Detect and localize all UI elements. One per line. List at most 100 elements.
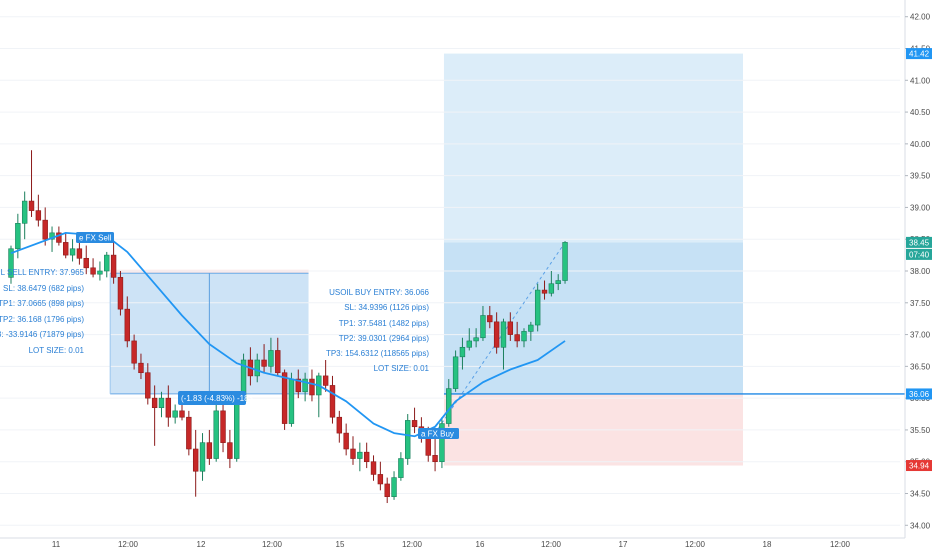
candle-body [145,372,151,399]
price-tick-label: 40.50 [910,108,931,117]
sell-sl-text: SL: 38.6479 (682 pips) [3,284,84,293]
price-tick-label: 34.50 [910,490,931,499]
candle-body [446,388,452,424]
price-tag-label: 07:40 [909,250,930,259]
candle-body [459,346,466,358]
buy-annotation-block: USOIL BUY ENTRY: 36.066 SL: 34.9396 (112… [326,288,430,373]
candle-body [391,477,397,497]
candle-body [227,442,233,459]
candle-body [357,451,363,459]
candle-body [384,483,390,497]
time-tick-label: 12:00 [685,540,706,549]
candle-body [192,448,199,472]
buy-trade-label-bg [418,428,459,439]
price-tick-label: 35.50 [910,426,931,435]
candle-body [521,331,527,342]
time-tick-label: 12:00 [402,540,423,549]
sell-trade-label-bg [76,232,114,243]
candle-body [76,248,83,259]
price-tag-label: 36.06 [909,390,930,399]
sell-tp3-text: TP3: -33.9146 (71879 pips) [0,330,84,339]
price-tag-label: 41.42 [909,50,930,59]
price-axis-bg [905,0,932,550]
candle-body [254,359,260,377]
sell-annotation-block: USOIL SELL ENTRY: 37.965 SL: 38.6479 (68… [0,268,85,355]
candle-body [295,378,301,393]
candle-body [309,378,315,396]
candle-body [452,356,459,389]
candle-body [350,448,356,459]
candle-body [131,340,137,364]
candle-body [329,385,336,418]
candle-body [534,289,541,326]
buy-sl-text: SL: 34.9396 (1126 pips) [344,303,429,312]
buy-entry-text: USOIL BUY ENTRY: 36.066 [329,288,429,297]
candle-body [124,308,130,342]
sell-lot-text: LOT SIZE: 0.01 [29,346,85,355]
buy-trade-label[interactable]: a FX Buy [418,428,459,439]
price-tick-label: 41.00 [910,76,931,85]
candle-body [56,232,62,243]
candle-body [117,277,124,310]
candle-body [405,420,411,459]
candle-body [220,410,226,443]
price-tag-bg [906,388,932,400]
candle-body [69,248,76,256]
candle-body [63,242,69,256]
sell-tp2-text: TP2: 36.168 (1796 pips) [0,315,84,324]
candle-body [322,375,329,386]
candlestick-series [8,150,568,504]
time-axis[interactable]: 11 12:00 12 12:00 15 12:00 16 12:00 17 12:00 18 12:… [0,537,932,550]
candle-body [425,435,431,456]
price-tick-label: 40.00 [910,140,931,149]
moving-average-series [10,231,566,438]
candle-body [507,321,514,335]
sell-trade-label-text: e FX Sell [79,234,112,243]
moving-average-line [10,231,566,438]
time-tick-label: 12:00 [118,540,139,549]
gridlines [0,16,900,526]
sell-trade-label[interactable]: e FX Sell [76,232,114,243]
buy-lot-text: LOT SIZE: 0.01 [374,364,430,373]
candle-body [28,200,35,211]
candle-body [172,410,178,418]
price-tick-label: 37.00 [910,331,931,340]
time-tick-label: 15 [336,540,345,549]
candle-body [541,289,548,294]
price-tick-label: 37.50 [910,299,931,308]
candle-body [213,410,219,459]
candle-body [432,455,438,463]
price-tag-bg [906,236,932,248]
candle-body [500,321,507,348]
price-axis[interactable]: 34.0034.5035.0035.5036.0036.5037.0037.50… [904,0,932,550]
candle-body [83,257,89,269]
time-tick-label: 12:00 [541,540,562,549]
position-zones [110,53,743,466]
candle-body [336,416,343,434]
candle-body [275,350,281,374]
buy-trade-label-text: a FX Buy [421,430,454,439]
candle-body [281,372,288,424]
candle-body [466,340,472,348]
candle-body [493,321,500,348]
candle-body [21,200,28,224]
candle-body [158,397,165,408]
sell-entry-text: USOIL SELL ENTRY: 37.965 [0,268,85,277]
trade-result-label: (-1.83 (-4.83%) -183 [178,391,254,405]
time-tick-label: 12:00 [262,540,283,549]
candle-body [302,378,308,393]
price-tag-bg [906,48,932,60]
candle-body [473,337,479,342]
candle-body [548,283,555,294]
candle-body [110,254,117,278]
candle-body [363,451,370,463]
candle-body [138,362,144,374]
price-tick-label: 39.50 [910,172,931,181]
candle-body [439,423,445,463]
buy-target-zone-filled [443,242,743,394]
candle-body [90,267,96,275]
buy-tp2-text: TP2: 39.0301 (2964 pips) [339,334,430,343]
candle-body [151,397,158,408]
time-tick-label: 12 [197,540,206,549]
